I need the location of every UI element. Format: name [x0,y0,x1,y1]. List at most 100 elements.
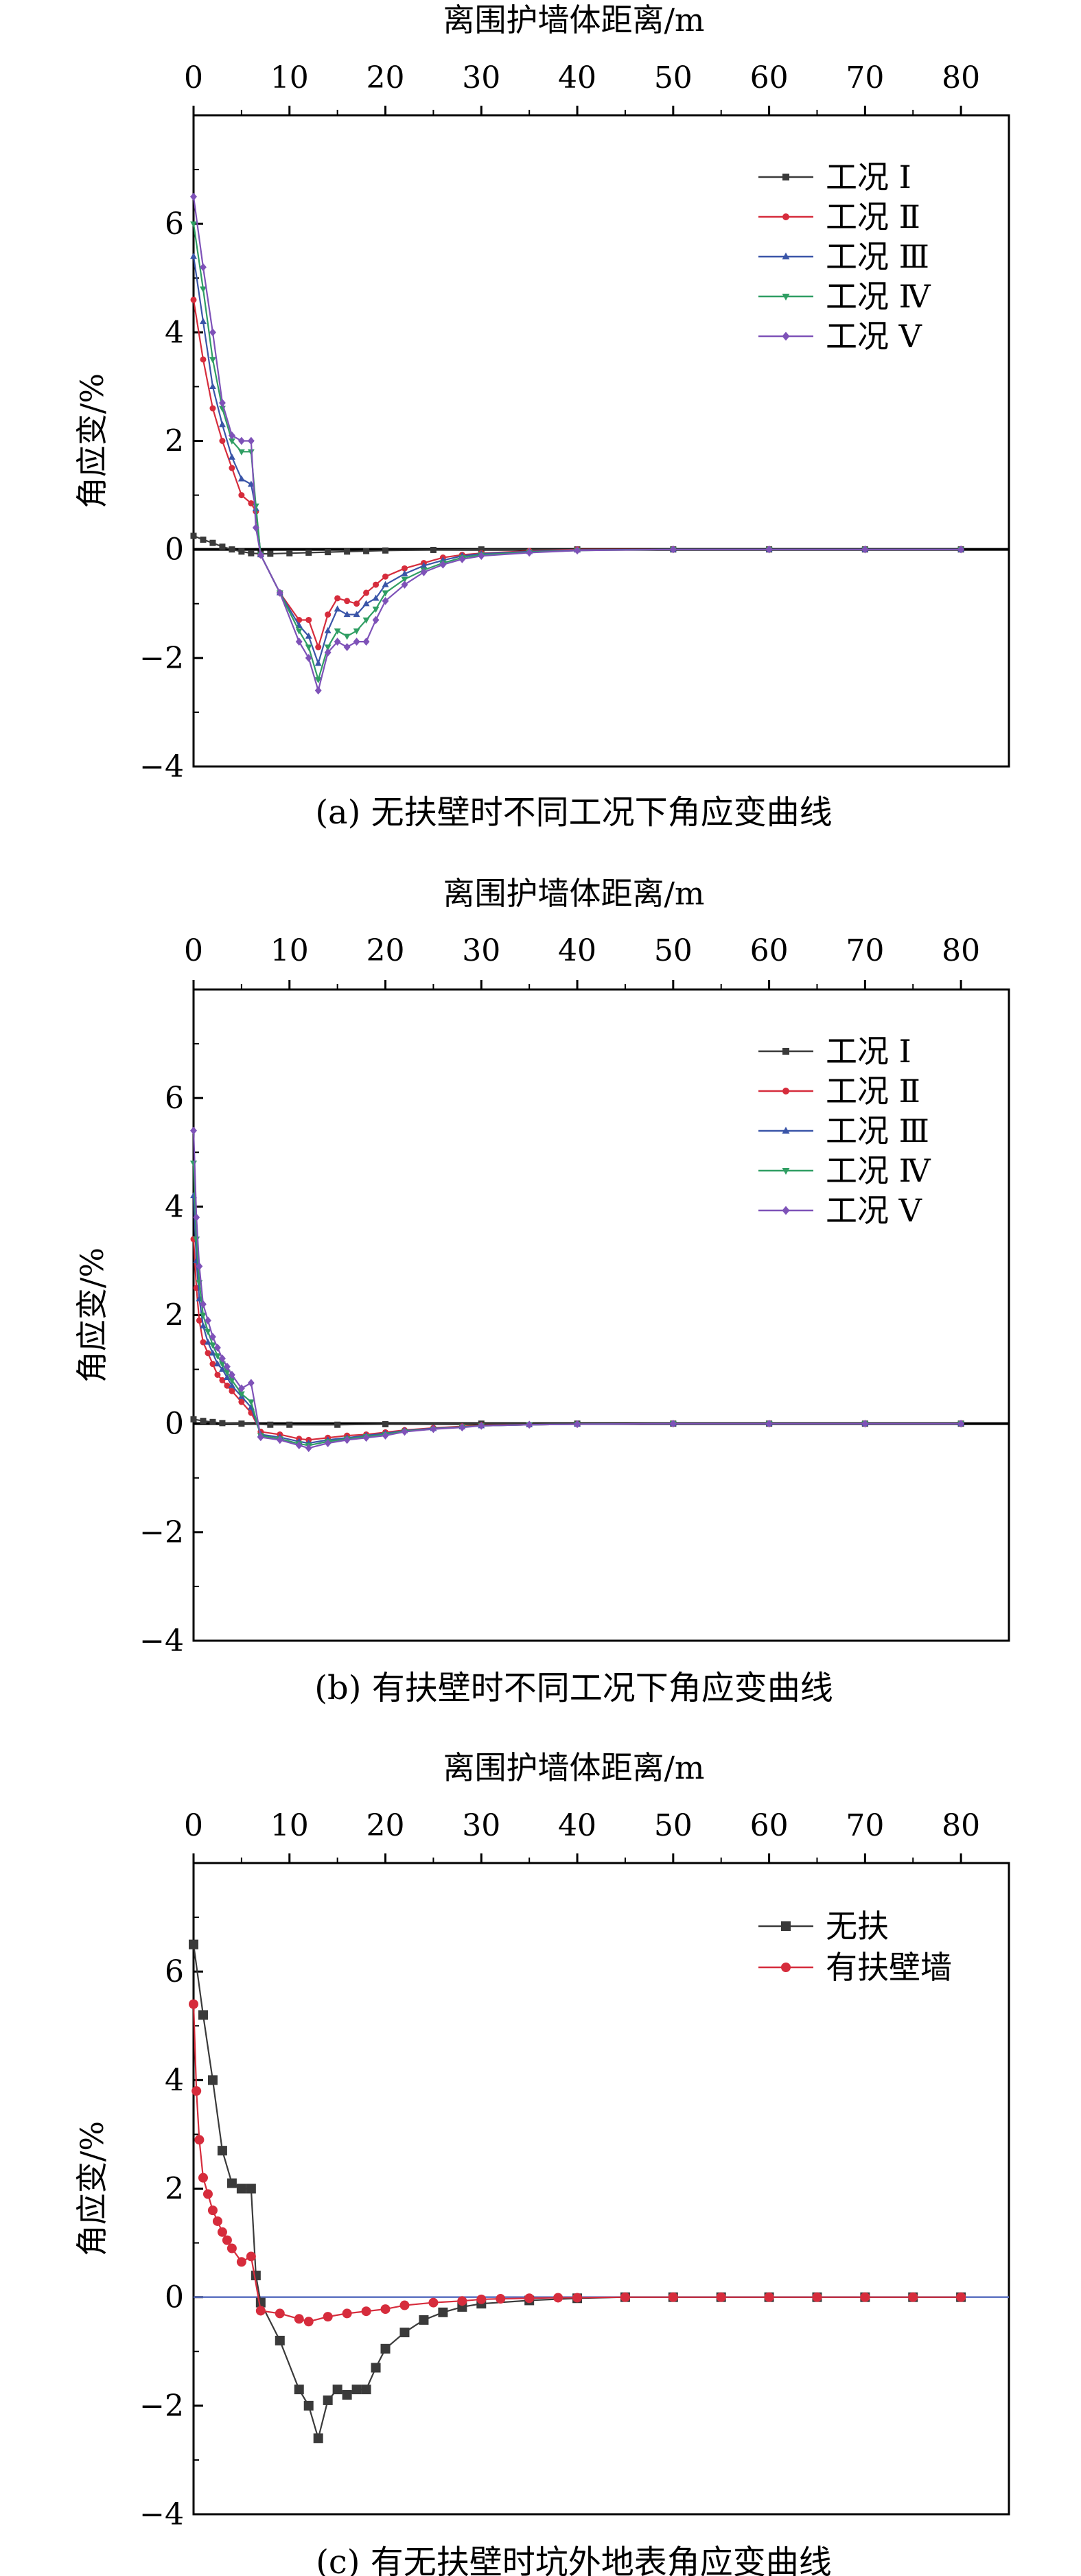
data-point [361,2306,371,2317]
data-point [276,1436,283,1444]
legend-label: 工况 Ⅰ [826,159,911,196]
x-tick-label: 50 [654,1808,693,1843]
data-point [353,628,360,635]
data-point [401,1427,408,1436]
data-point [217,2146,227,2156]
data-point [222,2235,232,2245]
x-tick-label: 20 [367,933,405,968]
x-tick-label: 70 [846,60,884,95]
data-point [190,1160,197,1167]
data-point [305,549,312,556]
data-point [238,1398,245,1405]
data-point [372,616,380,624]
data-point [380,2343,391,2354]
data-point [458,1423,466,1432]
data-point [198,2010,208,2020]
data-point [200,356,207,363]
series-line [192,1239,962,1441]
data-point [228,1377,235,1384]
x-tick-label: 80 [942,60,980,95]
data-point [419,2315,429,2325]
figure-caption: (b) 有扶壁时不同工况下角应变曲线 [314,1669,833,1707]
data-point [295,1441,303,1450]
y-tick-label: −4 [139,749,184,784]
data-point [219,1377,226,1383]
data-point [574,546,581,555]
y-tick-label: 2 [165,424,184,459]
x-tick-label: 70 [846,933,884,968]
data-point [200,1418,207,1425]
data-point [223,1362,231,1371]
data-point [324,644,332,651]
data-point [295,637,303,646]
data-point [371,2363,381,2373]
data-point [314,686,322,695]
data-point [200,263,207,272]
data-point [323,2312,333,2322]
data-point [496,2294,506,2304]
legend-label: 工况 Ⅴ [826,1192,922,1229]
data-point [351,2385,362,2395]
y-tick-label: 2 [165,1298,184,1333]
data-point [200,1322,207,1328]
x-tick-label: 80 [942,1808,980,1843]
data-point [526,1420,533,1429]
legend-label: 工况 Ⅲ [826,238,929,275]
data-point [344,548,351,555]
data-point [362,617,370,624]
data-point [207,2075,218,2085]
legend-label: 工况 Ⅳ [826,1152,931,1189]
y-tick-label: −2 [139,641,184,676]
data-point [438,2307,448,2317]
data-point [228,1381,235,1388]
data-point [189,1999,198,2009]
data-point [458,555,466,563]
legend-label: 工况 Ⅱ [826,1073,920,1110]
legend-marker [782,253,790,259]
data-point [219,438,226,444]
data-point [209,1333,216,1341]
data-point [428,2297,439,2308]
data-point [305,616,312,623]
data-point [324,1439,332,1447]
x-axis-title: 离围护墙体距离/m [443,1749,704,1786]
data-point [669,1419,677,1428]
data-point [209,383,216,390]
data-point [373,581,380,588]
data-point [198,2173,208,2183]
x-axis-title: 离围护墙体距离/m [443,1,704,38]
x-tick-label: 50 [654,933,693,968]
data-point [205,1328,211,1335]
data-point [294,2385,304,2395]
data-point [246,2251,256,2262]
figure-caption: (c) 有无扶壁时坑外地表角应变曲线 [316,2543,832,2576]
data-point [200,536,207,543]
x-tick-label: 0 [184,933,203,968]
data-point [334,605,341,612]
data-point [252,524,259,532]
data-point [218,421,226,428]
data-point [716,2292,726,2302]
legend-marker [782,1088,789,1094]
legend-marker [782,213,789,220]
data-point [332,2385,342,2395]
data-point [218,1354,226,1363]
legend-marker [782,331,790,341]
data-point [372,594,380,601]
data-point [207,2205,218,2216]
data-point [430,1425,437,1433]
data-point [313,2433,323,2444]
data-point [353,600,360,607]
y-tick-label: 6 [165,1081,184,1116]
x-tick-label: 10 [270,1808,309,1843]
data-point [343,611,351,618]
data-point [420,561,428,568]
data-point [190,1416,197,1422]
data-point [572,2293,583,2303]
data-point [205,1316,211,1325]
x-tick-label: 20 [367,60,405,95]
x-tick-label: 30 [462,1808,500,1843]
data-point [213,1360,221,1367]
